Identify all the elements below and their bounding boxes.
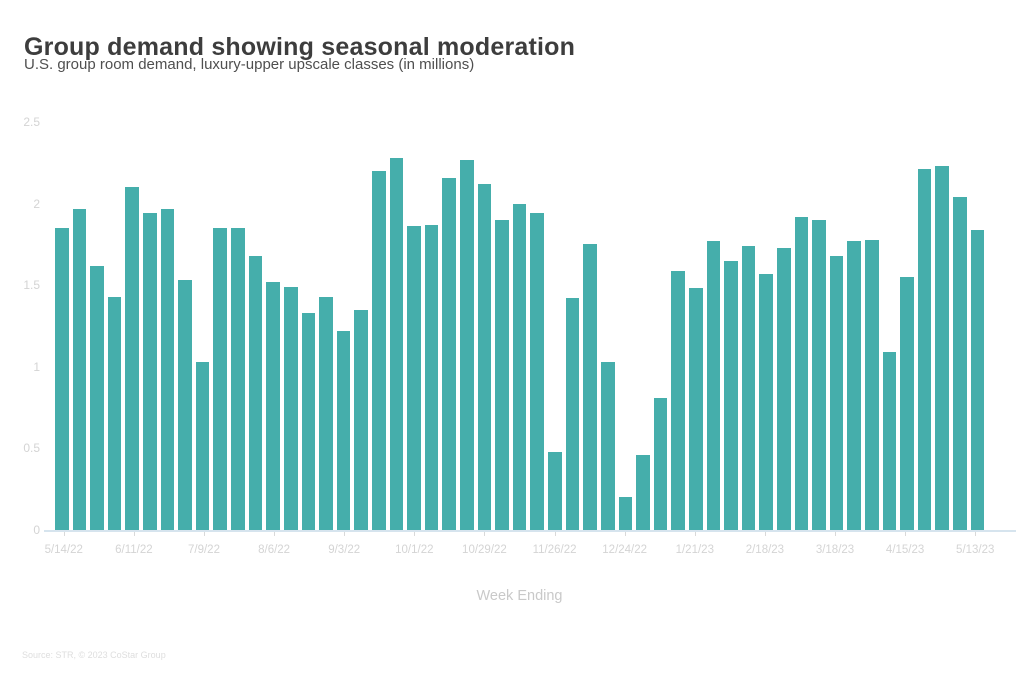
- x-tick-label: 6/11/22: [115, 544, 153, 556]
- bar: [917, 169, 932, 530]
- bar: [812, 219, 826, 530]
- x-tick-label: 7/9/22: [187, 544, 220, 556]
- y-tick-label: 2: [33, 196, 40, 211]
- x-tick-mark: [63, 532, 65, 536]
- x-tick-label: 10/29/22: [462, 544, 507, 556]
- source-attribution: Source: STR, © 2023 CoStar Group: [22, 650, 166, 660]
- x-tick-mark: [624, 532, 626, 536]
- y-tick-label: 0: [33, 523, 40, 537]
- bar: [90, 265, 104, 530]
- x-tick-mark: [975, 532, 977, 536]
- bar: [477, 184, 492, 530]
- x-tick-mark: [274, 532, 276, 536]
- x-tick-label: 5/13/23: [956, 544, 995, 556]
- x-tick-label: 12/24/22: [602, 544, 648, 556]
- x-tick-mark: [414, 532, 416, 536]
- bar: [72, 208, 87, 530]
- bar: [935, 166, 950, 530]
- plot-area: [55, 122, 985, 530]
- bar: [706, 241, 721, 530]
- bar: [724, 260, 738, 530]
- bar: [231, 228, 245, 530]
- x-tick-label: 10/1/22: [395, 544, 434, 556]
- bar: [354, 309, 368, 530]
- bar: [970, 229, 985, 530]
- bar: [178, 280, 192, 530]
- x-axis-baseline: [44, 530, 1016, 532]
- x-tick-label: 3/18/23: [815, 544, 855, 556]
- x-tick-mark: [344, 532, 346, 536]
- bar: [407, 226, 421, 530]
- bar: [847, 241, 862, 530]
- x-tick-label: 4/15/23: [885, 544, 925, 556]
- x-axis-labels: 5/14/22 6/11/22 7/9/22 8/6/22 9/3/22 10/1/22 1…: [45, 544, 995, 564]
- y-axis-labels: 0 0.5 1 1.5 2 2.5: [0, 115, 40, 537]
- y-tick-label: 1: [33, 359, 40, 374]
- bar: [794, 216, 809, 530]
- bar: [319, 296, 333, 530]
- x-tick-label: 11/26/22: [532, 544, 577, 556]
- bar: [600, 361, 615, 530]
- x-tick-label: 9/3/22: [328, 544, 361, 556]
- bar: [495, 219, 509, 530]
- bar: [688, 288, 703, 530]
- x-tick-mark: [484, 532, 486, 536]
- bar: [636, 454, 650, 530]
- bar: [512, 203, 527, 530]
- bar: [759, 273, 773, 530]
- x-tick-label: 2/18/23: [745, 544, 785, 556]
- bar: [460, 159, 474, 530]
- x-tick-mark: [764, 532, 766, 536]
- bar: [371, 170, 386, 530]
- bar: [530, 213, 545, 530]
- x-tick-mark: [133, 532, 135, 536]
- bar: [143, 213, 157, 530]
- x-tick-mark: [905, 532, 907, 536]
- x-axis-title: Week Ending: [476, 588, 563, 604]
- bar: [424, 224, 439, 530]
- x-tick-label: 5/14/22: [44, 544, 83, 556]
- bar: [741, 246, 756, 530]
- bar: [55, 228, 69, 530]
- bar: [671, 270, 685, 530]
- x-axis-ticks: [55, 532, 984, 537]
- bar: [865, 239, 879, 530]
- x-tick-label: 8/6/22: [258, 544, 291, 556]
- x-tick-label: 1/21/23: [675, 544, 714, 556]
- bars: [55, 122, 985, 530]
- bar: [900, 277, 914, 530]
- page-title: Group demand showing seasonal moderation: [24, 32, 576, 61]
- y-tick-label: 2.5: [23, 115, 40, 129]
- bar: [653, 397, 668, 530]
- bar: [248, 255, 263, 530]
- x-tick-mark: [694, 532, 696, 536]
- bar: [336, 330, 351, 530]
- bar: [389, 157, 404, 530]
- bar: [776, 247, 791, 530]
- bar: [583, 244, 597, 530]
- y-tick-label: 1.5: [23, 278, 40, 293]
- bar: [195, 361, 210, 530]
- bar: [213, 228, 228, 530]
- bar: [548, 451, 562, 530]
- bar: [442, 177, 457, 530]
- bar: [953, 197, 967, 530]
- x-tick-mark: [203, 532, 205, 536]
- y-tick-label: 0.5: [23, 441, 40, 456]
- bar: [160, 208, 175, 530]
- bar: [107, 296, 122, 530]
- bar: [125, 187, 140, 530]
- x-tick-mark: [835, 532, 836, 536]
- bar: [266, 281, 280, 530]
- bar: [283, 286, 298, 530]
- bar: [618, 497, 633, 530]
- bar: [882, 352, 897, 530]
- bar: [565, 298, 580, 530]
- bar: [829, 255, 844, 530]
- chart-subtitle: U.S. group room demand, luxury-upper ups…: [24, 56, 475, 73]
- x-tick-mark: [554, 532, 556, 536]
- bar: [301, 312, 316, 530]
